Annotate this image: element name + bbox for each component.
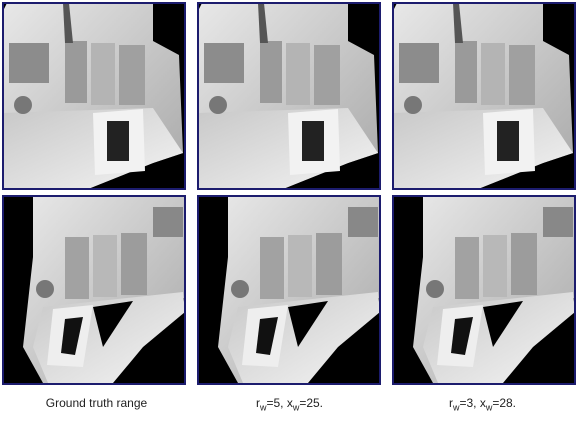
caption-text: =25.	[299, 396, 323, 410]
image-rw3-bottom	[393, 196, 575, 384]
image-ground-truth-top	[3, 3, 185, 189]
caption: rw=5, xw=25.	[193, 396, 386, 412]
caption: rw=3, xw=28.	[386, 396, 579, 412]
caption-text: =3, x	[459, 396, 485, 410]
caption-text: Ground truth range	[46, 396, 147, 410]
caption: Ground truth range	[0, 396, 193, 410]
image-ground-truth-bottom	[3, 196, 185, 384]
range-images	[0, 0, 579, 390]
image-rw3-top	[393, 3, 575, 189]
image-rw5-top	[198, 3, 380, 189]
caption-text: =28.	[492, 396, 516, 410]
caption-text: =5, x	[266, 396, 292, 410]
figure: Ground truth range rw=5, xw=25. rw=3, xw…	[0, 0, 579, 423]
image-rw5-bottom	[198, 196, 380, 384]
